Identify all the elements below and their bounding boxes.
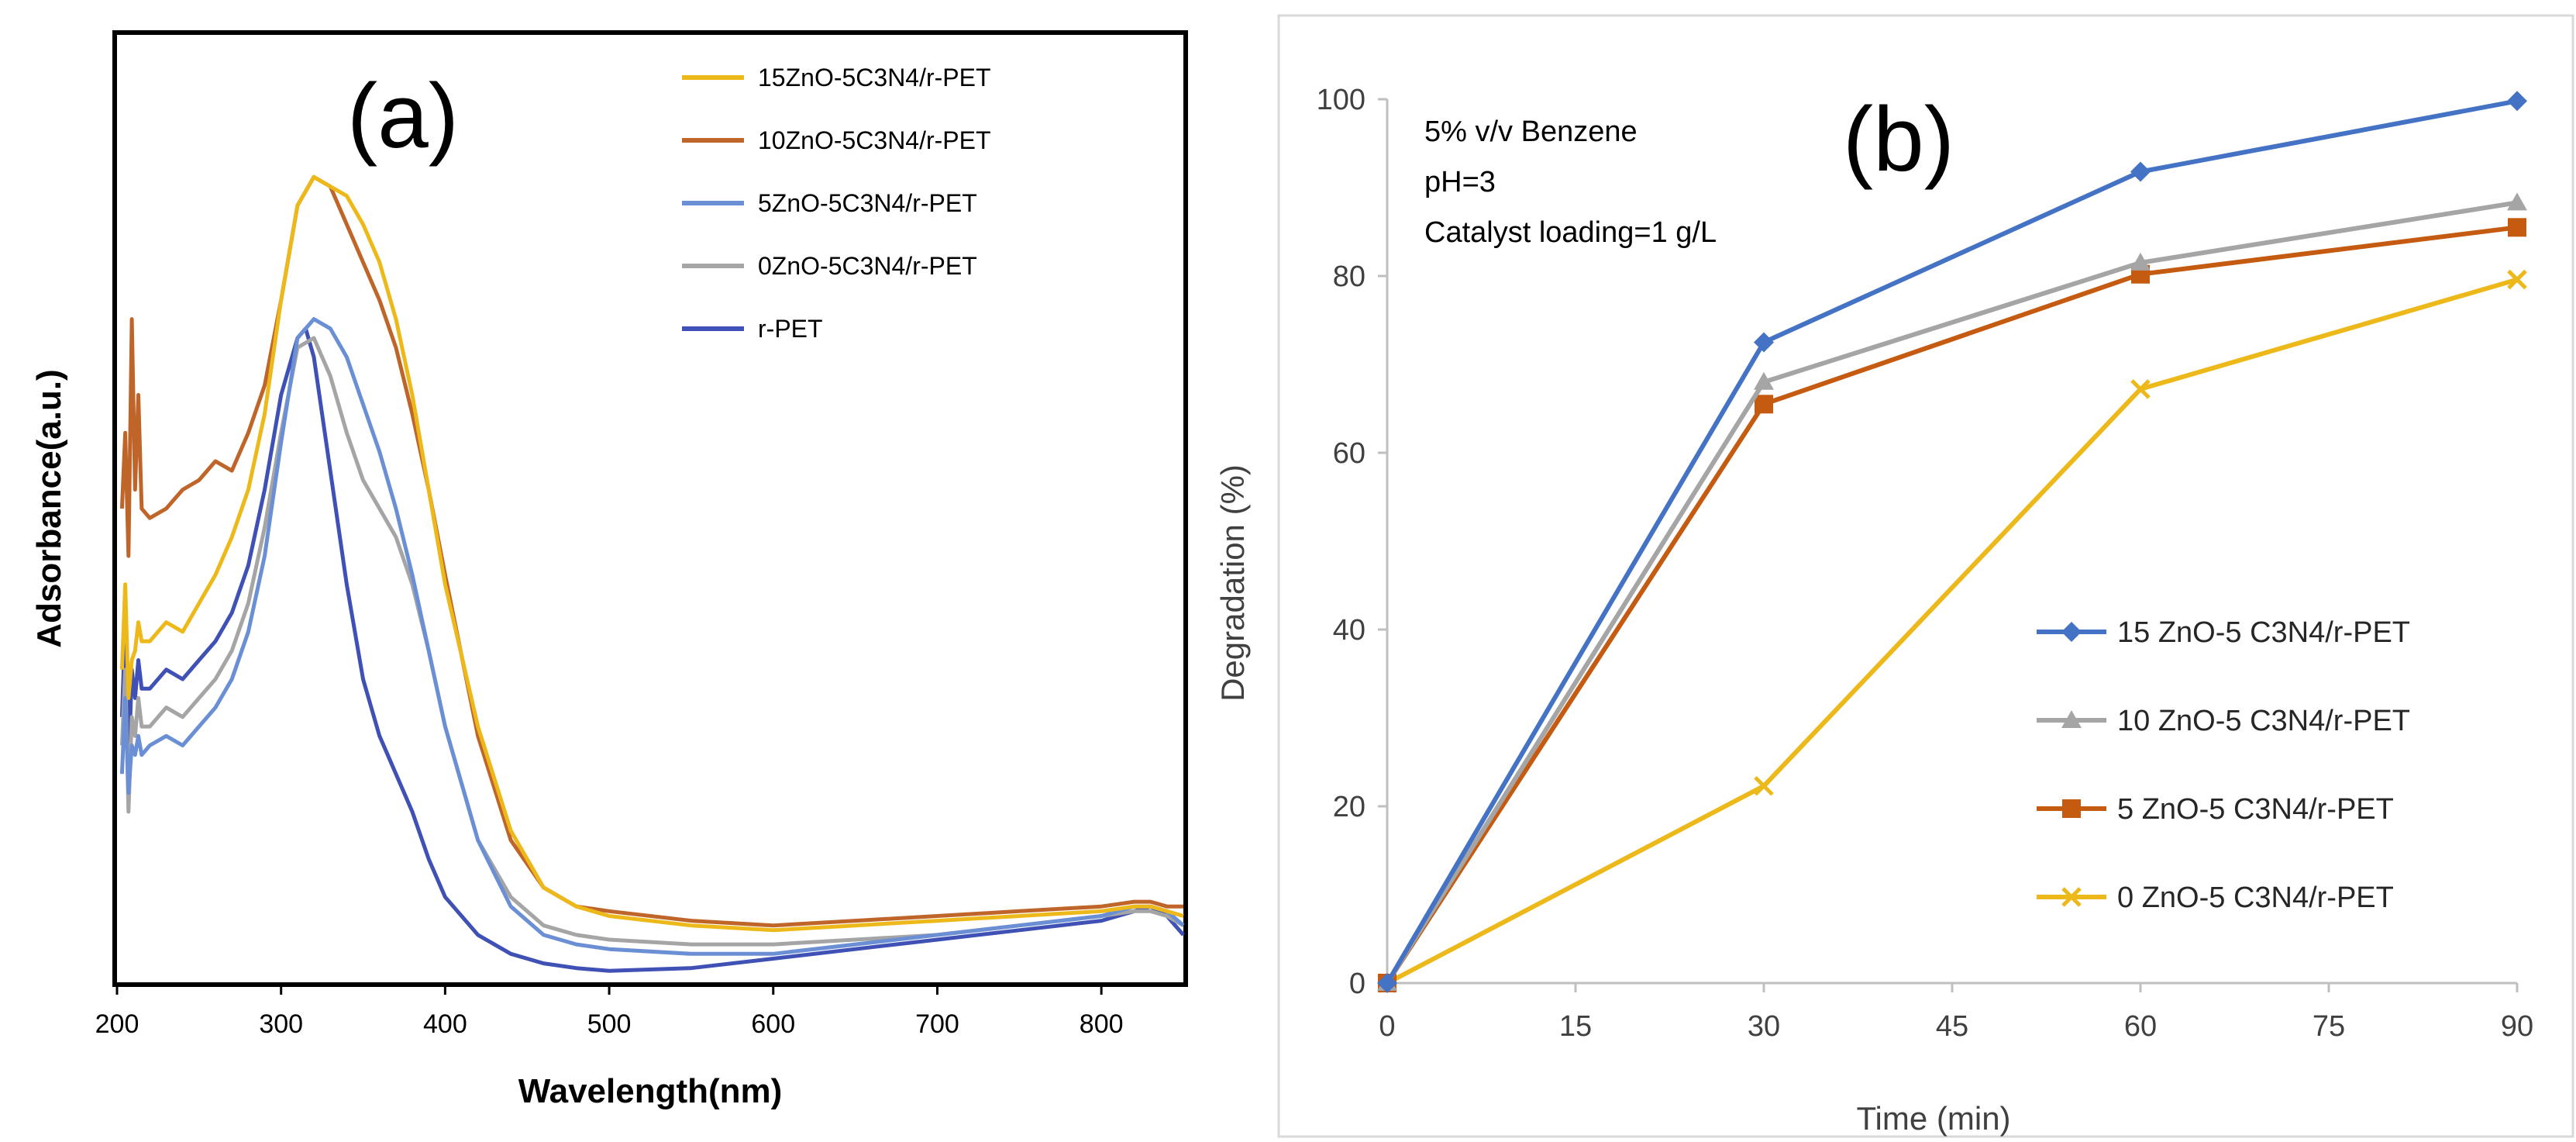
- panel-a-series-line-10zno-5c3n4-r-pet: [119, 174, 1183, 928]
- panel-b-x-tick-label: 30: [1748, 1010, 1780, 1043]
- panel-a-absorbance-chart: (a) 15ZnO-5C3N4/r-PET 10ZnO-5C3N4/r-PET 5Z…: [30, 30, 1188, 1110]
- panel-b-legend-marker-10-zno-5-c3n4-r-pet: [2061, 710, 2082, 728]
- panel-b-y-tick-label: 60: [1333, 437, 1365, 470]
- panel-b-annotation-line-3: Catalyst loading=1 g/L: [1424, 216, 1717, 249]
- panel-b-y-tick-label: 40: [1333, 614, 1365, 647]
- panel-a-y-axis-label: Adsorbance(a.u.): [30, 369, 68, 647]
- panel-a-plot-frame: [112, 30, 1188, 987]
- panel-a-x-axis-label: Wavelength(nm): [518, 1072, 783, 1110]
- panel-a-legend-label-r-pet: r-PET: [758, 315, 823, 343]
- panel-b-series-group: [1377, 91, 2527, 993]
- panel-b-x-tick-label: 45: [1936, 1010, 1968, 1043]
- panel-a-legend-label-5zno-5c3n4-r-pet: 5ZnO-5C3N4/r-PET: [758, 189, 977, 217]
- panel-a-x-tick-label: 700: [915, 1009, 959, 1039]
- panel-b-data-point: [2130, 161, 2151, 182]
- panel-b-x-tick-label: 75: [2313, 1010, 2345, 1043]
- panel-b-series-line-0-zno-5-c3n4-r-pet: [1386, 277, 2518, 985]
- panel-b-label: (b): [1843, 88, 1954, 191]
- panel-a-x-tick-label: 200: [95, 1009, 139, 1039]
- panel-b-legend-label-5-zno-5-c3n4-r-pet: 5 ZnO-5 C3N4/r-PET: [2117, 793, 2394, 826]
- panel-b-y-tick-label: 0: [1349, 968, 1365, 1000]
- panel-a-legend: 15ZnO-5C3N4/r-PET 10ZnO-5C3N4/r-PET 5ZnO-5…: [682, 64, 991, 343]
- panel-a-legend-label-0zno-5c3n4-r-pet: 0ZnO-5C3N4/r-PET: [758, 252, 977, 280]
- panel-b-y-tick-label: 20: [1333, 791, 1365, 823]
- panel-b-data-point: [2130, 379, 2151, 399]
- panel-b-legend: 15 ZnO-5 C3N4/r-PET 10 ZnO-5 C3N4/r-PET 5 …: [2037, 616, 2410, 914]
- panel-b-legend-marker-5-zno-5-c3n4-r-pet: [2062, 799, 2081, 818]
- panel-b-legend-marker-15-zno-5-c3n4-r-pet: [2061, 622, 2082, 642]
- panel-a-x-tick-label: 800: [1080, 1009, 1124, 1039]
- panel-b-annotation-line-2: pH=3: [1424, 166, 1496, 198]
- panel-a-x-ticks: 200 300 400 500 600 700 800: [95, 985, 1124, 1039]
- panel-a-x-tick-label: 300: [259, 1009, 303, 1039]
- panel-a-series-line-0zno-5c3n4-r-pet: [119, 336, 1185, 947]
- panel-b-data-point: [2130, 252, 2151, 271]
- panel-b-x-tick-label: 0: [1379, 1010, 1395, 1043]
- panel-b-data-point: [2507, 91, 2527, 112]
- panel-b-y-tick-label: 80: [1333, 260, 1365, 293]
- panel-b-data-point: [2507, 269, 2527, 290]
- panel-b-data-point: [2508, 218, 2526, 237]
- panel-b-series-line-15-zno-5-c3n4-r-pet: [1385, 98, 2518, 985]
- panel-b-x-axis-label: Time (min): [1856, 1100, 2010, 1137]
- panel-b-series-line-5-zno-5-c3n4-r-pet: [1385, 225, 2518, 985]
- panel-b-data-point: [1754, 332, 1774, 353]
- panel-b-data-point: [1754, 776, 1774, 796]
- panel-b-annotation-line-1: 5% v/v Benzene: [1424, 116, 1638, 148]
- panel-b-chart-border: [1277, 14, 2574, 1138]
- panel-b-legend-label-10-zno-5-c3n4-r-pet: 10 ZnO-5 C3N4/r-PET: [2117, 705, 2410, 737]
- panel-a-legend-label-15zno-5c3n4-r-pet: 15ZnO-5C3N4/r-PET: [758, 64, 991, 91]
- panel-b-x-tick-label: 15: [1559, 1010, 1592, 1043]
- panel-a-x-tick-label: 500: [587, 1009, 632, 1039]
- panel-b-degradation-chart: 0 20 40 60 80 100 0 15 30 45 60 75 90 (b) 5% v/v Be…: [1214, 14, 2574, 1138]
- panel-a-x-tick-label: 400: [423, 1009, 467, 1039]
- panel-b-series-line-10-zno-5-c3n4-r-pet: [1385, 200, 2518, 985]
- panel-b-x-tick-label: 90: [2501, 1010, 2533, 1043]
- panel-a-series-group: [119, 174, 1185, 973]
- panel-a-series-line-15zno-5c3n4-r-pet: [119, 174, 1184, 933]
- panel-a-x-tick-label: 600: [751, 1009, 795, 1039]
- panel-a-series-line-5zno-5c3n4-r-pet: [119, 317, 1185, 956]
- panel-b-y-tick-label: 100: [1317, 84, 1365, 116]
- panel-b-legend-label-15-zno-5-c3n4-r-pet: 15 ZnO-5 C3N4/r-PET: [2117, 616, 2410, 649]
- panel-b-x-ticks: 0 15 30 45 60 75 90: [1379, 983, 2533, 1043]
- panel-b-data-point: [1755, 395, 1773, 414]
- panel-b-legend-label-0-zno-5-c3n4-r-pet: 0 ZnO-5 C3N4/r-PET: [2117, 882, 2394, 914]
- panel-b-x-tick-label: 60: [2124, 1010, 2157, 1043]
- panel-b-y-axis-label: Degradation (%): [1214, 464, 1251, 702]
- panel-b-data-point: [1377, 973, 1397, 993]
- panel-a-label: (a): [347, 65, 459, 167]
- panel-b-data-point: [1754, 371, 1774, 390]
- panel-b-data-point: [2507, 192, 2527, 211]
- panel-a-series-line-r-pet: [119, 326, 1185, 973]
- panel-b-legend-marker-0-zno-5-c3n4-r-pet: [2061, 887, 2082, 907]
- panel-a-legend-label-10zno-5c3n4-r-pet: 10ZnO-5C3N4/r-PET: [758, 126, 991, 154]
